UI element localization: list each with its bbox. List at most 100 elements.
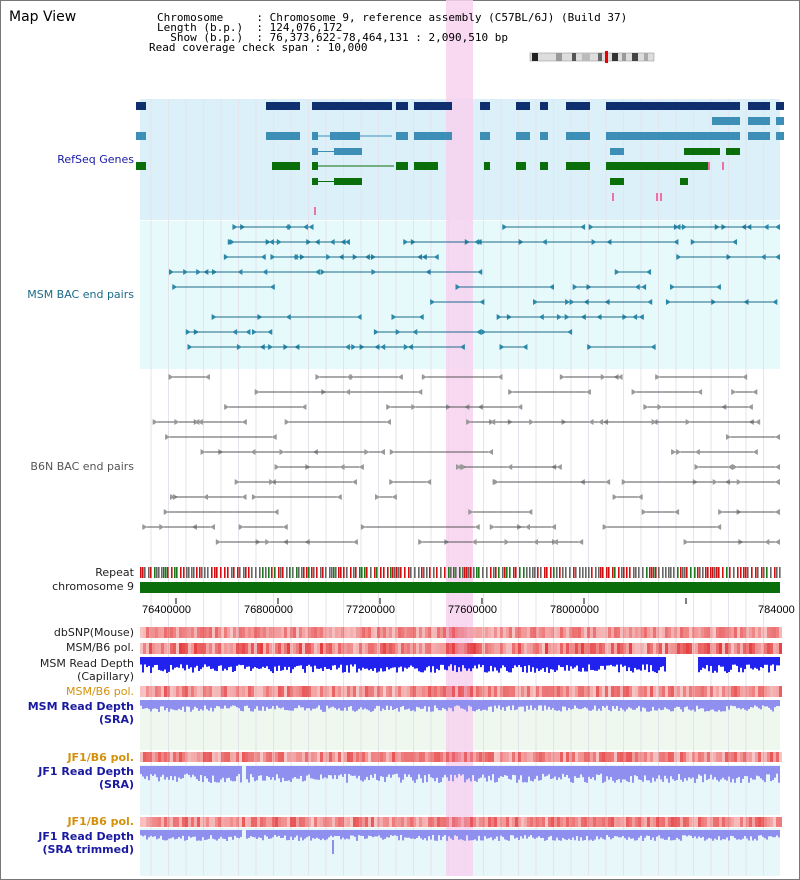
repeat-element	[486, 567, 488, 578]
repeat-element	[504, 567, 506, 578]
dbsnp-heat-cell	[467, 627, 470, 638]
msm-depth-sra-bar	[354, 700, 356, 712]
repeat-element	[649, 567, 651, 578]
jf1-b6-pol-heat-cell	[401, 752, 404, 762]
track-label-msm-bac[interactable]: MSM BAC end pairs	[27, 288, 134, 301]
msm-depth-capillary-bar	[246, 657, 248, 667]
jf1-depth-sra-bar	[570, 766, 572, 783]
repeat-element	[714, 567, 716, 578]
jf1-b6-pol-heat-cell	[752, 752, 755, 762]
jf1-b6-pol2-heat-cell	[209, 817, 212, 827]
repeat-element	[726, 567, 728, 578]
repeat-element	[231, 567, 233, 578]
msm-b6-pol-heat-cell	[584, 643, 587, 654]
jf1-depth-trim-bar	[502, 830, 504, 837]
jf1-depth-trim-bar	[766, 830, 768, 840]
jf1-depth-trim-bar	[368, 830, 370, 836]
track-label-msm-b6-pol-1[interactable]: MSM/B6 pol.	[66, 641, 134, 654]
msm-depth-capillary-bar	[280, 657, 282, 671]
jf1-b6-pol2-heat-cell	[578, 817, 581, 827]
msm-depth-sra-bar	[490, 700, 492, 707]
gene-mark-pink	[612, 193, 614, 201]
track-label-msm-b6-pol-2[interactable]: MSM/B6 pol.	[66, 685, 134, 698]
jf1-b6-pol2-heat-cell	[467, 817, 470, 827]
dbsnp-heat-cell	[740, 627, 743, 638]
jf1-b6-pol-heat-cell	[278, 752, 281, 762]
msm-depth-capillary-bar	[720, 657, 722, 667]
msm-depth-sra-bar	[682, 700, 684, 712]
repeat-element	[383, 567, 385, 578]
track-label-b6n-bac[interactable]: B6N BAC end pairs	[30, 460, 134, 473]
b6n-bac-pair-end	[641, 509, 647, 515]
gene-exon	[414, 102, 452, 110]
track-label-msm-read-depth-sra[interactable]: MSM Read Depth (SRA)	[28, 700, 134, 726]
jf1-b6-pol-heat-cell	[689, 752, 692, 762]
jf1-depth-sra-bar	[778, 766, 780, 783]
repeat-element	[207, 567, 209, 578]
track-label-jf1-read-depth-trimmed[interactable]: JF1 Read Depth (SRA trimmed)	[38, 830, 134, 856]
msm-depth-sra-bar	[532, 700, 534, 711]
msm-depth-capillary-bar	[398, 657, 400, 668]
ideogram-band	[572, 53, 576, 61]
jf1-depth-sra-bar	[468, 766, 470, 779]
b6n-bac-pair-end	[152, 419, 158, 425]
dbsnp-heat-cell	[716, 627, 719, 638]
b6n-bac-pair-end	[215, 539, 221, 545]
track-label-refseq[interactable]: RefSeq Genes	[57, 153, 134, 166]
track-label-msm-read-depth-capillary[interactable]: MSM Read Depth (Capillary)	[40, 657, 134, 683]
msm-depth-capillary-bar	[240, 657, 242, 666]
jf1-b6-pol-heat-cell	[653, 752, 656, 762]
msm-depth-sra-bar	[186, 700, 188, 707]
msm-depth-capillary-bar	[740, 657, 742, 668]
repeat-element	[686, 567, 688, 578]
msm-b6-pol-heat-cell	[143, 643, 146, 654]
jf1-b6-pol-heat-cell	[677, 752, 680, 762]
msm-depth-sra-bar	[432, 700, 434, 712]
jf1-b6-pol-heat-cell	[434, 752, 437, 762]
jf1-b6-pol2-heat-cell	[140, 817, 143, 827]
msm-bac-pair-end	[285, 314, 291, 320]
track-label-dbsnp[interactable]: dbSNP(Mouse)	[53, 626, 134, 639]
msm-b6-pol2-heat-cell	[557, 686, 560, 697]
jf1-depth-trim-bar	[678, 830, 680, 840]
b6n-bac-pair-end	[508, 389, 514, 395]
jf1-b6-pol-heat-cell	[641, 752, 644, 762]
msm-b6-pol-heat-cell	[758, 643, 761, 654]
msm-depth-capillary-bar	[498, 657, 500, 673]
jf1-depth-trim-bar	[712, 830, 714, 841]
b6n-bac-pair-end	[203, 494, 209, 500]
msm-b6-pol2-heat-cell	[290, 686, 293, 697]
jf1-depth-sra-bar	[334, 766, 336, 776]
jf1-b6-pol2-heat-cell	[314, 817, 317, 827]
msm-b6-pol2-heat-cell	[500, 686, 503, 697]
jf1-b6-pol-heat-cell	[215, 752, 218, 762]
jf1-depth-sra-bar	[592, 766, 594, 778]
dbsnp-heat-cell	[494, 627, 497, 638]
jf1-b6-pol-heat-cell	[536, 752, 539, 762]
jf1-depth-sra-bar	[404, 766, 406, 775]
msm-b6-pol-heat-cell	[602, 643, 605, 654]
msm-depth-sra-bar	[728, 700, 730, 710]
track-label-jf1-b6-pol-2[interactable]: JF1/B6 pol.	[67, 815, 134, 828]
dbsnp-heat-cell	[347, 627, 350, 638]
msm-b6-pol2-heat-cell	[215, 686, 218, 697]
msm-depth-sra-bar	[668, 700, 670, 710]
track-label-jf1-read-depth-sra[interactable]: JF1 Read Depth (SRA)	[38, 765, 134, 791]
track-label-repeat[interactable]: Repeat	[95, 566, 134, 579]
dbsnp-heat-cell	[620, 627, 623, 638]
dbsnp-heat-cell	[464, 627, 467, 638]
jf1-b6-pol-heat-cell	[539, 752, 542, 762]
jf1-depth-sra-bar	[770, 766, 772, 782]
jf1-depth-trim-bar	[402, 830, 404, 841]
b6n-bac-pair-end	[269, 479, 275, 485]
jf1-b6-pol-heat-cell	[326, 752, 329, 762]
jf1-b6-pol2-heat-cell	[494, 817, 497, 827]
track-label-chromosome[interactable]: chromosome 9	[52, 580, 134, 593]
jf1-depth-trim-bar	[432, 830, 434, 835]
track-label-jf1-b6-pol-1[interactable]: JF1/B6 pol.	[67, 751, 134, 764]
msm-depth-capillary-bar	[752, 657, 754, 670]
jf1-b6-pol-heat-cell	[389, 752, 392, 762]
jf1-depth-sra-bar	[172, 766, 174, 781]
msm-depth-capillary-bar	[338, 657, 340, 668]
